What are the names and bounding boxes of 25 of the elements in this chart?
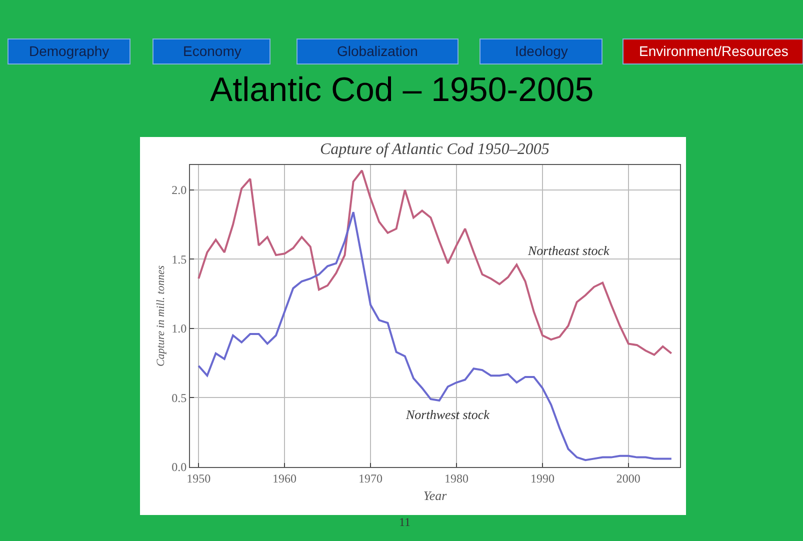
x-tick-label: 1970 <box>358 471 383 486</box>
text: Ideology <box>515 43 568 59</box>
x-axis-title: Year <box>423 488 448 503</box>
y-tick-label: 2.0 <box>172 183 187 198</box>
x-tick-label: 1990 <box>530 471 554 486</box>
line-series <box>198 211 672 462</box>
chart-subtitle: Capture of Atlantic Cod 1950–2005 <box>320 141 550 158</box>
line-series <box>198 170 672 356</box>
text: Globalization <box>337 43 418 59</box>
y-tick-label: 0.5 <box>172 390 187 405</box>
x-tick-label: 1960 <box>272 471 297 486</box>
y-tick-label: 1.5 <box>172 252 187 266</box>
series-label: Northwest stock <box>405 407 490 422</box>
y-tick-label: 1.0 <box>172 322 187 336</box>
x-tick-label: 1950 <box>186 471 211 486</box>
x-tick-label: 2000 <box>616 471 640 486</box>
text: Environment/Resources <box>639 43 788 59</box>
text: 11 <box>399 515 411 529</box>
x-tick-label: 1980 <box>444 471 468 486</box>
series-label: Northeast stock <box>527 243 610 258</box>
y-tick-label: 0.0 <box>172 460 187 474</box>
text: Economy <box>183 43 242 59</box>
chart-title: Atlantic Cod – 1950-2005 <box>210 71 594 109</box>
text: Demography <box>29 43 110 59</box>
y-axis-title: Capture in mill. tonnes <box>155 265 168 367</box>
